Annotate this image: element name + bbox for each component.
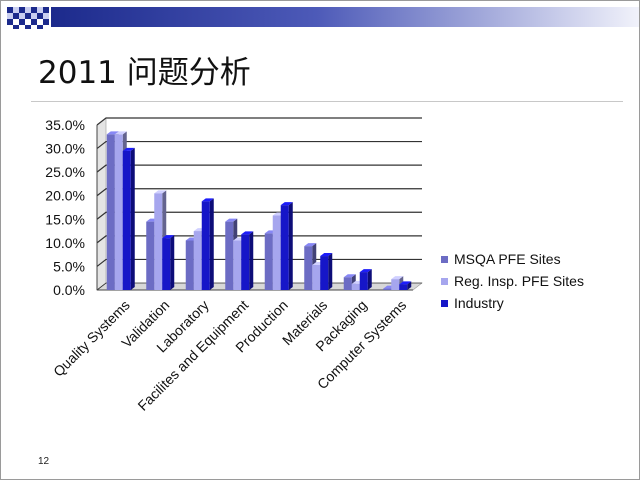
bar <box>185 240 194 290</box>
title-band-decoration <box>7 7 639 29</box>
bar-top <box>343 274 356 278</box>
bar <box>320 256 329 290</box>
gridline <box>96 140 422 150</box>
bar-top <box>280 202 293 206</box>
y-tick-label: 20.0% <box>45 188 85 204</box>
legend-swatch <box>441 255 448 263</box>
bar <box>241 234 250 290</box>
bar <box>193 231 202 290</box>
legend-item: Reg. Insp. PFE Sites <box>441 270 584 292</box>
y-tick-label: 0.0% <box>53 282 85 298</box>
bar-side <box>328 253 333 290</box>
y-tick-label: 10.0% <box>45 235 85 251</box>
legend-label: Industry <box>454 295 504 311</box>
bar <box>225 221 234 290</box>
bar <box>391 279 400 290</box>
legend-swatch <box>441 299 448 307</box>
bar-top <box>122 147 135 151</box>
bar-top <box>241 231 254 235</box>
bar-top <box>225 218 238 222</box>
bar <box>264 233 273 290</box>
bar-side <box>209 198 214 290</box>
chart-side-wall <box>96 117 107 291</box>
bar <box>280 205 289 290</box>
bar <box>233 240 242 290</box>
bar-side <box>170 235 175 290</box>
y-tick-label: 5.0% <box>53 258 85 274</box>
page-number: 12 <box>38 456 50 467</box>
bar-side <box>288 202 293 290</box>
bar <box>201 201 210 290</box>
gridline <box>96 258 422 267</box>
legend-item: MSQA PFE Sites <box>441 248 584 270</box>
bar <box>343 277 352 290</box>
bar <box>146 221 155 290</box>
bar <box>304 246 313 290</box>
bar-top <box>162 235 175 239</box>
bar-side <box>130 147 135 290</box>
gridline <box>96 211 422 220</box>
title-divider <box>31 101 623 102</box>
gridline <box>96 164 422 173</box>
bar-top <box>391 276 404 280</box>
bar <box>106 134 115 290</box>
bar <box>351 283 360 290</box>
chart-legend: MSQA PFE Sites Reg. Insp. PFE Sites Indust… <box>441 248 584 314</box>
legend-label: MSQA PFE Sites <box>454 251 561 267</box>
bar-top <box>399 281 412 285</box>
gridline <box>96 235 422 244</box>
gridline <box>96 188 422 197</box>
y-tick-label: 15.0% <box>45 211 85 227</box>
legend-swatch <box>441 277 448 285</box>
gridline <box>96 117 422 126</box>
legend-label: Reg. Insp. PFE Sites <box>454 273 584 289</box>
chart-floor <box>96 282 423 291</box>
bar-top <box>114 131 127 135</box>
y-tick-label: 30.0% <box>45 141 85 157</box>
bar <box>359 272 368 290</box>
bar-top <box>201 198 214 202</box>
bar <box>122 150 131 290</box>
bar-side <box>249 231 254 290</box>
bar <box>162 238 171 290</box>
bar-top <box>304 243 317 247</box>
y-tick-label: 35.0% <box>45 117 85 133</box>
bar-top <box>154 190 167 194</box>
slide-title: 2011 问题分析 <box>38 55 251 91</box>
bar <box>114 134 123 290</box>
bar <box>154 193 163 290</box>
legend-item: Industry <box>441 292 584 314</box>
bar-side <box>407 281 412 290</box>
bar <box>272 215 281 290</box>
bar-top <box>320 253 333 257</box>
bar <box>383 288 392 290</box>
bar <box>312 265 321 290</box>
bar <box>399 284 408 290</box>
y-tick-label: 25.0% <box>45 164 85 180</box>
bar-top <box>359 269 372 273</box>
bar-side <box>367 269 372 290</box>
